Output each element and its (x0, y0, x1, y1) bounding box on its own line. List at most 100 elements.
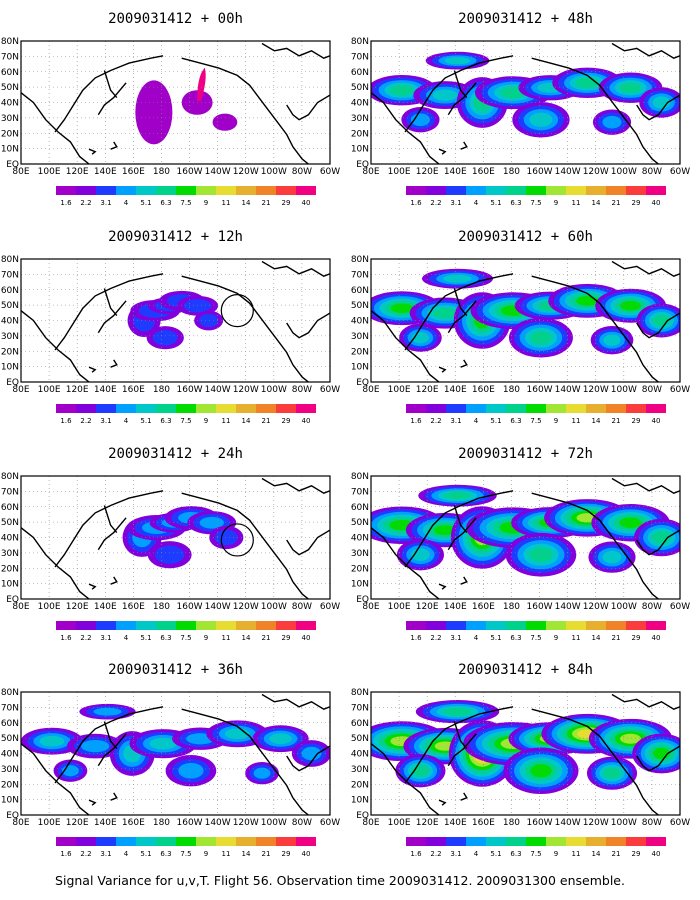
colorbar-swatch (276, 186, 296, 195)
colorbar-label: 6.3 (510, 850, 521, 858)
colorbar-label: 7.5 (530, 199, 541, 207)
colorbar-swatch (56, 621, 76, 630)
coastline (88, 583, 97, 590)
coastline (88, 148, 97, 155)
colorbar-swatch (116, 404, 136, 413)
colorbar-label: 6.3 (510, 634, 521, 642)
lon-tick-label: 80W (642, 167, 662, 177)
lon-tick-label: 120W (233, 167, 259, 177)
colorbar-label: 40 (652, 199, 661, 207)
coastline (97, 82, 127, 116)
lat-tick-label: 70N (1, 52, 19, 62)
lat-tick-label: 20N (351, 129, 369, 139)
lon-tick-label: 60W (320, 818, 340, 828)
colorbar-label: 3.1 (100, 634, 111, 642)
colorbar-swatch (526, 837, 546, 846)
colorbar-swatch (466, 837, 486, 846)
coastline (438, 366, 447, 373)
colorbar-label: 21 (612, 850, 621, 858)
coastlines (371, 42, 680, 164)
lon-tick-label: 180 (503, 385, 520, 395)
lon-tick-label: 140W (555, 167, 581, 177)
colorbar-label: 5.1 (140, 199, 151, 207)
colorbar-swatch (276, 621, 296, 630)
map-panel: 2009031412 + 24h 80E 100E 120E 140E 160E 180 16… (1, 446, 340, 642)
coastline (453, 505, 468, 534)
colorbar-swatch (216, 186, 236, 195)
colorbar-label: 29 (632, 850, 641, 858)
field-blob (602, 550, 622, 564)
colorbar-label: 40 (652, 850, 661, 858)
field-blob (443, 707, 472, 716)
coastline (460, 359, 468, 368)
coastline (110, 792, 118, 801)
lat-tick-label: 40N (351, 750, 369, 760)
colorbar-label: 21 (612, 634, 621, 642)
lat-tick-label: 10N (1, 145, 19, 155)
colorbar: 1.6 2.2 3.1 4 5.1 6.3 7.5 9 11 14 21 29 40 (406, 621, 666, 642)
lat-tick-label: 50N (351, 734, 369, 744)
coastlines (21, 693, 330, 815)
lat-tick-label: 80N (1, 472, 19, 482)
lon-tick-label: 120E (66, 602, 89, 612)
colorbar-swatch (606, 621, 626, 630)
coastline (460, 576, 468, 585)
colorbar-swatch (646, 621, 666, 630)
colorbar-swatch (426, 837, 446, 846)
lon-tick-label: 160E (122, 602, 145, 612)
lon-tick-label: 160E (122, 385, 145, 395)
colorbar-label: 2.2 (430, 634, 441, 642)
colorbar-label: 6.3 (160, 199, 171, 207)
colorbar-swatch (276, 837, 296, 846)
colorbar-label: 9 (554, 850, 558, 858)
lat-tick-label: EQ (6, 378, 19, 388)
colorbar-swatch (406, 186, 426, 195)
colorbar-label: 5.1 (490, 850, 501, 858)
colorbar-label: 9 (554, 199, 558, 207)
coastline (636, 529, 680, 556)
lon-tick-label: 80E (12, 602, 29, 612)
lon-tick-label: 140W (555, 385, 581, 395)
lon-tick-label: 140W (555, 818, 581, 828)
colorbar-swatch (506, 621, 526, 630)
shaded-field (122, 506, 244, 569)
colorbar-swatch (256, 186, 276, 195)
colorbar-label: 4 (474, 417, 479, 425)
colorbar-label: 6.3 (510, 417, 521, 425)
colorbar-label: 9 (204, 199, 208, 207)
lon-tick-label: 160W (177, 818, 203, 828)
colorbar-label: 6.3 (160, 634, 171, 642)
lat-tick-label: 50N (351, 518, 369, 528)
field-blob (620, 300, 641, 311)
colorbar-swatch (586, 837, 606, 846)
colorbar-label: 14 (242, 634, 251, 642)
field-blob (619, 82, 642, 93)
coastline (181, 57, 309, 164)
field-blob (530, 331, 552, 345)
colorbar: 1.6 2.2 3.1 4 5.1 6.3 7.5 9 11 14 21 29 40 (56, 186, 316, 207)
lat-tick-label: 30N (1, 549, 19, 559)
colorbar-label: 4 (474, 850, 479, 858)
colorbar-label: 14 (592, 850, 601, 858)
coastline (453, 721, 468, 750)
colorbar-label: 40 (302, 417, 311, 425)
colorbar-label: 1.6 (410, 634, 422, 642)
coastline (110, 141, 118, 150)
colorbar-label: 3.1 (100, 199, 111, 207)
lat-tick-label: EQ (356, 595, 369, 605)
colorbar-label: 5.1 (140, 417, 151, 425)
colorbar-label: 7.5 (530, 634, 541, 642)
lon-tick-label: 120W (583, 818, 609, 828)
coastline (103, 70, 118, 99)
colorbar-label: 21 (262, 199, 271, 207)
colorbar-label: 9 (204, 417, 208, 425)
lon-tick-label: 120E (416, 818, 439, 828)
colorbar-label: 21 (612, 199, 621, 207)
lat-tick-label: 60N (351, 719, 369, 729)
lon-tick-label: 80W (292, 602, 312, 612)
lat-tick-label: 40N (351, 534, 369, 544)
colorbar-label: 4 (124, 417, 129, 425)
colorbar-label: 4 (474, 634, 479, 642)
coastline (636, 94, 680, 121)
lon-tick-label: 120W (233, 602, 259, 612)
